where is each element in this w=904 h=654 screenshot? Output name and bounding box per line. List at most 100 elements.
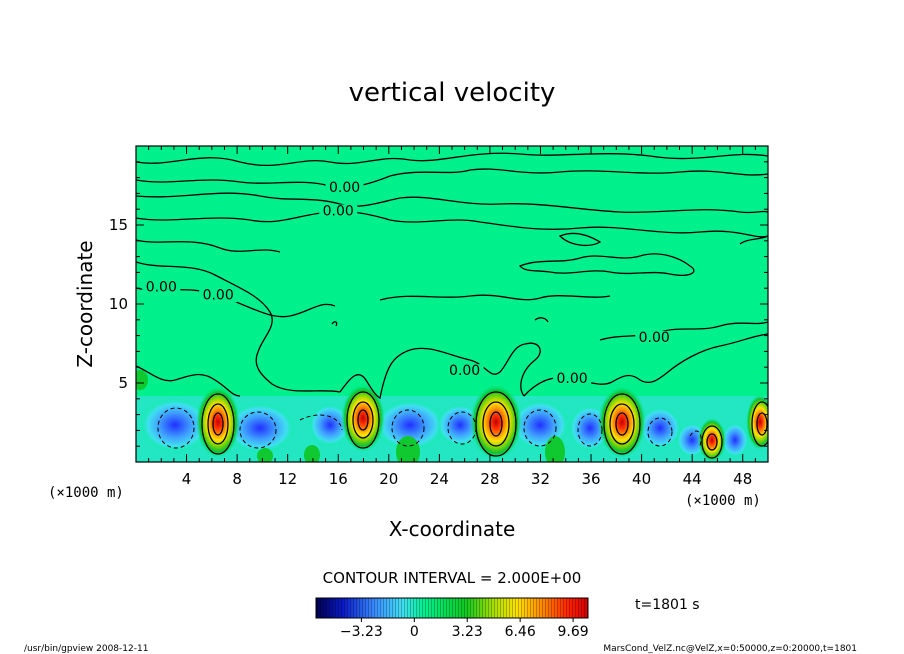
contour-ring [701, 425, 723, 459]
contour-ring [615, 412, 629, 436]
colorbar-ticks: −3.23 0 3.23 6.46 9.69 [340, 618, 589, 640]
y-tick-label: 5 [118, 374, 128, 392]
contour-zero [136, 192, 768, 214]
x-tick-label: 48 [733, 470, 752, 488]
x-tick-label: 44 [683, 470, 702, 488]
contour-negative [647, 417, 673, 447]
contour-zero [136, 261, 341, 393]
contour-zero [136, 168, 768, 188]
x-tick-label: 28 [480, 470, 499, 488]
contour-label-bg [319, 204, 358, 219]
updraft-cell [196, 386, 240, 458]
x-unit-left: (×1000 m) [48, 485, 124, 501]
positive-patch [257, 448, 273, 462]
contour-zero [534, 317, 549, 323]
x-axis-title: X-coordinate [389, 517, 516, 541]
colorbar-steps [316, 598, 588, 618]
contour-negative [689, 430, 702, 447]
downdraft-region [638, 406, 682, 450]
contour-ring [603, 393, 641, 455]
contour-negative [523, 409, 557, 447]
y-axis-title: Z-coordinate [73, 240, 97, 367]
contour-label-bg [445, 364, 484, 379]
plot-area: 0.000.000.00 0.000.000.00 0.00 4 8 12 16 20 24 2… [109, 145, 769, 488]
positive-patch [136, 370, 148, 390]
contour-ring [207, 403, 229, 445]
contour-ring [756, 412, 768, 436]
chart-title: vertical velocity [349, 78, 556, 108]
contour-lines [136, 152, 768, 459]
contour-negative [577, 413, 603, 447]
x-tick-label: 8 [232, 470, 242, 488]
contour-zero [136, 210, 768, 238]
contour-zero [379, 294, 611, 301]
contour-label-bg [199, 288, 238, 303]
downdraft-region [308, 403, 352, 447]
time-label: t=1801 s [635, 597, 700, 613]
updraft-cell [341, 384, 385, 452]
colorbar: −3.23 0 3.23 6.46 9.69 [315, 597, 589, 640]
positive-patch [545, 436, 565, 462]
x-tick-label: 16 [329, 470, 348, 488]
contour-zero [599, 321, 768, 341]
contour-ring [346, 391, 380, 449]
x-tick-label: 12 [278, 470, 297, 488]
contour-ring [751, 401, 768, 447]
contour-negative [239, 411, 277, 449]
contour-negative [157, 407, 195, 449]
contour-label-bg [553, 372, 592, 386]
contour-label-bg [325, 180, 364, 195]
y-axis: 5 10 15 [109, 161, 768, 447]
colorbar-tick-label: −3.23 [340, 624, 383, 640]
contour-ring [475, 391, 517, 457]
contour-label: 0.00 [329, 180, 360, 196]
footer-right: MarsCond_VelZ.nc@VelZ,x=0:50000,z=0:2000… [603, 644, 857, 654]
contour-negative [391, 409, 425, 447]
contour-ring [212, 412, 224, 436]
y-tick-label: 10 [109, 295, 128, 313]
contour-zero [136, 365, 241, 397]
colorbar-tick-label: 6.46 [505, 624, 536, 640]
contour-ring [482, 401, 510, 447]
contour-label-bg [635, 330, 674, 345]
x-tick-label: 24 [430, 470, 449, 488]
contour-negative [447, 411, 477, 445]
contour-label: 0.00 [639, 330, 670, 346]
x-unit-right: (×1000 m) [685, 493, 761, 509]
contour-zero [136, 152, 768, 166]
shaded-field [136, 370, 768, 462]
contour-zero [518, 253, 695, 276]
contour-zero [739, 235, 768, 245]
updraft-cell [470, 384, 522, 460]
updraft-cell [598, 386, 646, 458]
contour-label: 0.00 [449, 363, 480, 379]
contour-label: 0.00 [146, 279, 177, 295]
contour-negative [299, 414, 343, 431]
colorbar-tick-label: 9.69 [558, 624, 589, 640]
contour-zero [136, 239, 281, 253]
contour-label-bg [142, 280, 181, 295]
colorbar-tick-label: 0 [410, 624, 419, 640]
contour-ring [357, 409, 369, 431]
x-axis: 4 8 12 16 20 24 28 32 36 40 44 48 [148, 146, 756, 488]
x-tick-label: 20 [379, 470, 398, 488]
contour-labels: 0.00 0.00 0.00 0.00 0.00 0.00 0.00 [142, 180, 674, 387]
x-tick-label: 4 [182, 470, 192, 488]
contour-zero [558, 232, 602, 247]
x-tick-label: 32 [531, 470, 550, 488]
downdraft-region [374, 399, 446, 451]
colorbar-frame [315, 597, 589, 619]
contour-ring [352, 401, 374, 439]
contour-label: 0.00 [203, 287, 234, 303]
colorbar-tick-label: 3.23 [452, 624, 483, 640]
downdraft-region [721, 422, 749, 458]
x-tick-label: 36 [581, 470, 600, 488]
contour-label: 0.00 [323, 204, 354, 220]
positive-patch [304, 445, 320, 462]
downdraft-region [139, 397, 211, 453]
downdraft-region [224, 402, 296, 454]
footer-left: /usr/bin/gpview 2008-12-11 [24, 644, 148, 654]
contour-ring [201, 393, 235, 455]
x-tick-label: 40 [632, 470, 651, 488]
